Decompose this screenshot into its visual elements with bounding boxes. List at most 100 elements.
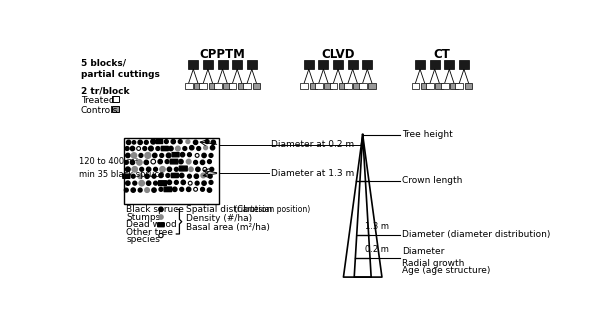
- Circle shape: [175, 180, 178, 184]
- Circle shape: [164, 140, 168, 143]
- Bar: [435, 83, 443, 89]
- Bar: [238, 83, 246, 89]
- Text: species: species: [126, 235, 160, 244]
- Text: Crown length: Crown length: [402, 176, 462, 185]
- Circle shape: [133, 181, 137, 185]
- Bar: [232, 60, 242, 69]
- Circle shape: [183, 147, 187, 150]
- Circle shape: [137, 147, 141, 150]
- Bar: [450, 83, 458, 89]
- Circle shape: [159, 188, 163, 191]
- Bar: [459, 60, 469, 69]
- Circle shape: [194, 188, 197, 191]
- Bar: [112, 106, 118, 112]
- Circle shape: [147, 181, 151, 185]
- Circle shape: [130, 146, 135, 151]
- Circle shape: [167, 167, 172, 172]
- Circle shape: [159, 207, 163, 212]
- Circle shape: [166, 173, 170, 177]
- Circle shape: [196, 167, 200, 172]
- FancyBboxPatch shape: [156, 140, 163, 144]
- Text: (Cartesian position): (Cartesian position): [232, 205, 310, 214]
- Circle shape: [159, 173, 163, 178]
- Circle shape: [210, 146, 215, 150]
- Bar: [188, 60, 199, 69]
- Circle shape: [187, 159, 191, 164]
- Circle shape: [126, 181, 130, 185]
- Bar: [124, 139, 219, 204]
- Circle shape: [200, 160, 205, 164]
- Circle shape: [202, 153, 206, 157]
- Circle shape: [130, 160, 135, 164]
- Text: 5 blocks/
partial cuttings: 5 blocks/ partial cuttings: [81, 59, 160, 79]
- Circle shape: [178, 140, 182, 143]
- Bar: [368, 83, 376, 89]
- Text: Diameter (diameter distribution): Diameter (diameter distribution): [402, 230, 550, 239]
- Text: Density (#/ha): Density (#/ha): [185, 214, 252, 223]
- Circle shape: [132, 141, 136, 144]
- Bar: [315, 83, 323, 89]
- Circle shape: [208, 188, 212, 192]
- Circle shape: [145, 153, 151, 158]
- Circle shape: [181, 180, 185, 185]
- Circle shape: [208, 174, 212, 178]
- Circle shape: [132, 167, 138, 172]
- Circle shape: [204, 146, 208, 150]
- Circle shape: [186, 140, 190, 143]
- Bar: [465, 83, 472, 89]
- Bar: [339, 83, 346, 89]
- Circle shape: [143, 147, 147, 150]
- Circle shape: [176, 146, 180, 151]
- Circle shape: [144, 160, 148, 164]
- Bar: [344, 83, 352, 89]
- FancyBboxPatch shape: [179, 166, 187, 171]
- Text: Controls: Controls: [81, 106, 118, 115]
- Circle shape: [211, 140, 215, 145]
- Circle shape: [152, 153, 157, 157]
- Circle shape: [156, 147, 160, 150]
- Circle shape: [205, 140, 209, 143]
- Circle shape: [188, 181, 192, 185]
- Circle shape: [209, 180, 213, 184]
- Bar: [218, 60, 228, 69]
- Bar: [415, 60, 425, 69]
- Circle shape: [132, 174, 135, 178]
- FancyBboxPatch shape: [158, 223, 164, 227]
- Circle shape: [187, 187, 191, 191]
- Circle shape: [139, 154, 143, 157]
- Bar: [185, 83, 193, 89]
- Text: Black spruce: Black spruce: [126, 205, 184, 214]
- Circle shape: [149, 146, 153, 151]
- Circle shape: [144, 140, 148, 144]
- Circle shape: [193, 140, 198, 145]
- Bar: [318, 60, 328, 69]
- Bar: [252, 83, 260, 89]
- Circle shape: [209, 154, 213, 157]
- FancyBboxPatch shape: [123, 174, 130, 178]
- Circle shape: [180, 188, 184, 191]
- Circle shape: [194, 174, 199, 178]
- Text: 1.3 m: 1.3 m: [365, 222, 389, 231]
- Bar: [304, 60, 314, 69]
- Circle shape: [189, 167, 193, 172]
- Circle shape: [171, 140, 175, 144]
- Circle shape: [131, 188, 135, 192]
- Bar: [228, 83, 236, 89]
- Circle shape: [158, 159, 162, 164]
- Circle shape: [160, 167, 165, 172]
- Circle shape: [181, 153, 185, 157]
- Circle shape: [126, 167, 130, 172]
- Bar: [300, 83, 308, 89]
- Bar: [243, 83, 251, 89]
- Circle shape: [152, 188, 156, 192]
- Bar: [347, 60, 358, 69]
- FancyBboxPatch shape: [172, 153, 179, 157]
- Circle shape: [210, 167, 213, 171]
- Circle shape: [202, 181, 206, 185]
- Circle shape: [151, 159, 155, 164]
- Text: Basal area (m²/ha): Basal area (m²/ha): [185, 223, 270, 232]
- Circle shape: [208, 160, 211, 164]
- Circle shape: [194, 160, 197, 164]
- Circle shape: [124, 160, 128, 164]
- Bar: [353, 83, 361, 89]
